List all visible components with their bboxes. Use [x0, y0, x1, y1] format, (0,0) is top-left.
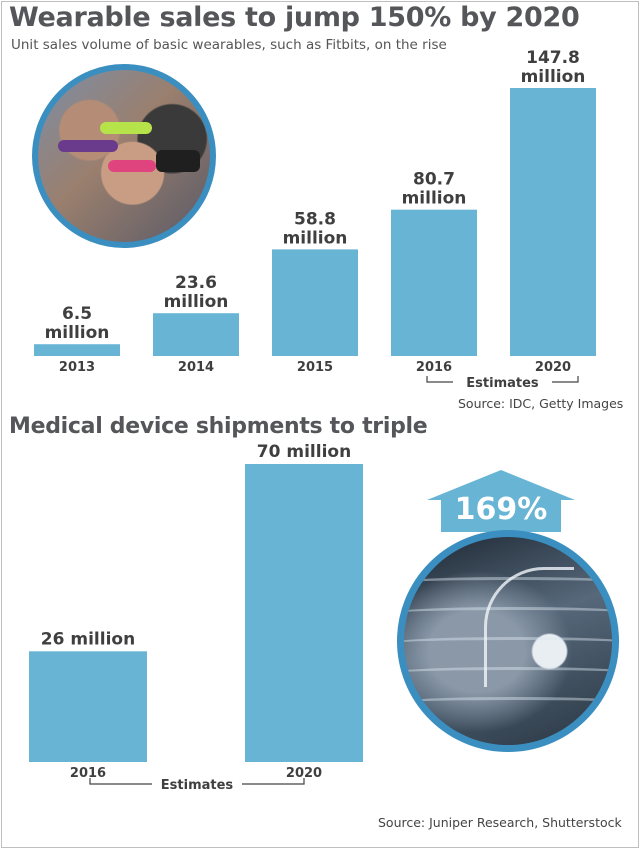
chart1-subtitle: Unit sales volume of basic wearables, su…	[11, 37, 447, 53]
fitness-tracker-photo	[32, 64, 216, 248]
tick-label-2015: 2015	[297, 360, 333, 375]
bar-2020	[245, 464, 363, 762]
tick-label-2016: 2016	[416, 360, 452, 375]
bar-2016	[29, 651, 147, 762]
value-label-2013: 6.5	[62, 304, 92, 324]
value-label-2016: 26 million	[41, 629, 135, 649]
bar-2013	[34, 344, 120, 356]
tick-label-2013: 2013	[59, 360, 95, 375]
value-label-2020: 70 million	[257, 442, 351, 462]
value-label-2020: 147.8	[526, 48, 580, 68]
value-unit-label-2020: million	[521, 67, 586, 87]
tracker-band-purple	[58, 140, 118, 152]
value-label-2015: 58.8	[294, 209, 336, 229]
chart2-source: Source: Juniper Research, Shutterstock	[378, 815, 622, 830]
chart2-title: Medical device shipments to triple	[9, 414, 428, 439]
tracker-band-pink	[108, 160, 156, 172]
estimates-bracket	[89, 778, 305, 785]
estimates-label: Estimates	[466, 376, 539, 391]
estimates-label: Estimates	[161, 778, 234, 793]
tick-label-2020: 2020	[286, 766, 322, 781]
value-label-2014: 23.6	[175, 273, 217, 293]
percent-increase-label: 169%	[455, 492, 548, 527]
up-arrow-icon	[427, 470, 575, 532]
value-unit-label-2016: million	[402, 189, 467, 209]
bar-2015	[272, 249, 358, 356]
xray-rib	[404, 697, 612, 711]
tick-label-2016: 2016	[70, 766, 106, 781]
bar-2014	[153, 313, 239, 356]
value-label-2016: 80.7	[413, 170, 455, 190]
value-unit-label-2013: million	[45, 323, 110, 343]
estimates-bracket	[426, 376, 579, 383]
pacemaker-xray-photo	[397, 530, 619, 752]
wearable-sales-chart: 6.5million201323.6million201458.8million…	[34, 48, 596, 391]
chart1-title: Wearable sales to jump 150% by 2020	[9, 2, 580, 33]
bar-2020	[510, 88, 596, 356]
value-unit-label-2015: million	[283, 228, 348, 248]
value-unit-label-2014: million	[164, 292, 229, 312]
chart1-source: Source: IDC, Getty Images	[458, 396, 624, 411]
tracker-band-black	[156, 150, 200, 172]
tracker-band-green	[100, 122, 152, 134]
tick-label-2020: 2020	[535, 360, 571, 375]
tick-label-2014: 2014	[178, 360, 214, 375]
bar-2016	[391, 209, 477, 356]
pacemaker-lead	[484, 567, 574, 687]
